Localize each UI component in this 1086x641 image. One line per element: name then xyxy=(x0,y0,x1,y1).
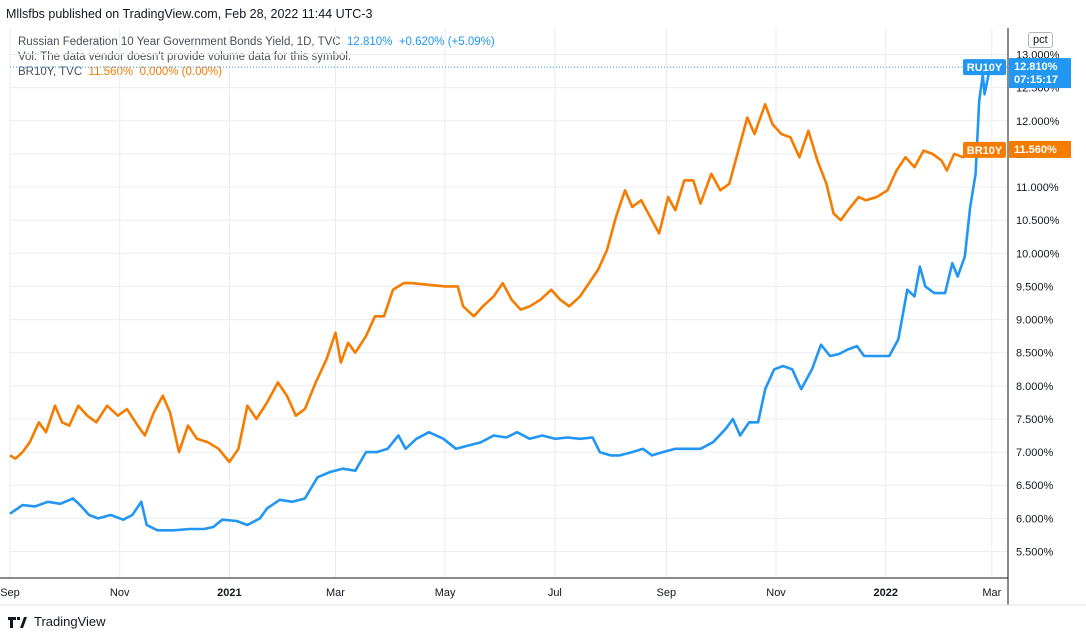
x-tick-label: Sep xyxy=(0,587,20,599)
x-tick-label: 2021 xyxy=(217,587,241,599)
y-tick-label: 9.000% xyxy=(1016,315,1054,327)
price-label-ru10y-value: 12.810% xyxy=(1014,61,1058,73)
publisher-header: Mllsfbs published on TradingView.com, Fe… xyxy=(6,7,373,21)
tradingview-brand: TradingView xyxy=(34,614,106,629)
x-tick-label: May xyxy=(435,587,456,599)
y-tick-label: 7.000% xyxy=(1016,447,1054,459)
scale-toggle-button[interactable]: pct xyxy=(1028,32,1053,48)
legend-br-change: 0.000% (0.00%) xyxy=(139,66,222,78)
price-labels: RU10Y BR10Y 12.810%07:15:17 11.560% xyxy=(963,58,1071,158)
x-tick-label: Mar xyxy=(326,587,345,599)
y-tick-label: 10.500% xyxy=(1016,215,1060,227)
tradingview-footer: TradingView xyxy=(8,614,106,629)
y-tick-label: 12.000% xyxy=(1016,116,1060,128)
legend: Russian Federation 10 Year Government Bo… xyxy=(18,35,495,80)
legend-br-name[interactable]: BR10Y, TVC xyxy=(18,66,83,78)
x-tick-label: Sep xyxy=(657,587,677,599)
legend-row-ru: Russian Federation 10 Year Government Bo… xyxy=(18,35,495,50)
legend-ru-value: 12.810% xyxy=(347,36,393,48)
x-tick-label: Mar xyxy=(982,587,1001,599)
y-tick-label: 8.500% xyxy=(1016,348,1054,360)
series-group xyxy=(9,66,1008,532)
y-tick-label: 6.000% xyxy=(1016,513,1054,525)
y-tick-label: 10.000% xyxy=(1016,248,1060,260)
price-label-ru10y-bg xyxy=(1009,58,1071,89)
series-line-br10y xyxy=(9,102,990,464)
y-tick-label: 8.000% xyxy=(1016,381,1054,393)
x-tick-label: Nov xyxy=(766,587,786,599)
x-tick-label: Nov xyxy=(110,587,130,599)
symbol-tag-ru10y: RU10Y xyxy=(967,62,1003,74)
y-tick-label: 6.500% xyxy=(1016,480,1054,492)
legend-row-br: BR10Y, TVC 11.560% 0.000% (0.00%) xyxy=(18,65,495,80)
price-label-br10y-bg xyxy=(1009,140,1071,158)
price-label-br10y-value: 11.560% xyxy=(1014,144,1057,156)
y-tick-label: 5.500% xyxy=(1016,546,1054,558)
legend-vol-note: Vol: The data vendor doesn't provide vol… xyxy=(18,51,352,63)
tradingview-logo-icon xyxy=(8,615,28,629)
y-tick-label: 9.500% xyxy=(1016,281,1054,293)
y-tick-label: 11.000% xyxy=(1016,182,1059,194)
symbol-tag-ru10y-bg xyxy=(963,59,1006,76)
legend-ru-name[interactable]: Russian Federation 10 Year Government Bo… xyxy=(18,36,341,48)
grid xyxy=(9,28,1008,578)
y-tick-label: 7.500% xyxy=(1016,414,1054,426)
x-tick-label: Jul xyxy=(548,587,562,599)
x-tick-label: 2022 xyxy=(873,587,897,599)
price-label-ru10y-countdown: 07:15:17 xyxy=(1014,74,1058,86)
series-line-ru10y xyxy=(9,66,992,532)
legend-ru-change: +0.620% (+5.09%) xyxy=(398,36,495,48)
symbol-tag-br10y: BR10Y xyxy=(967,145,1003,157)
legend-br-value: 11.560% xyxy=(88,66,134,78)
symbol-tag-br10y-bg xyxy=(963,141,1006,158)
